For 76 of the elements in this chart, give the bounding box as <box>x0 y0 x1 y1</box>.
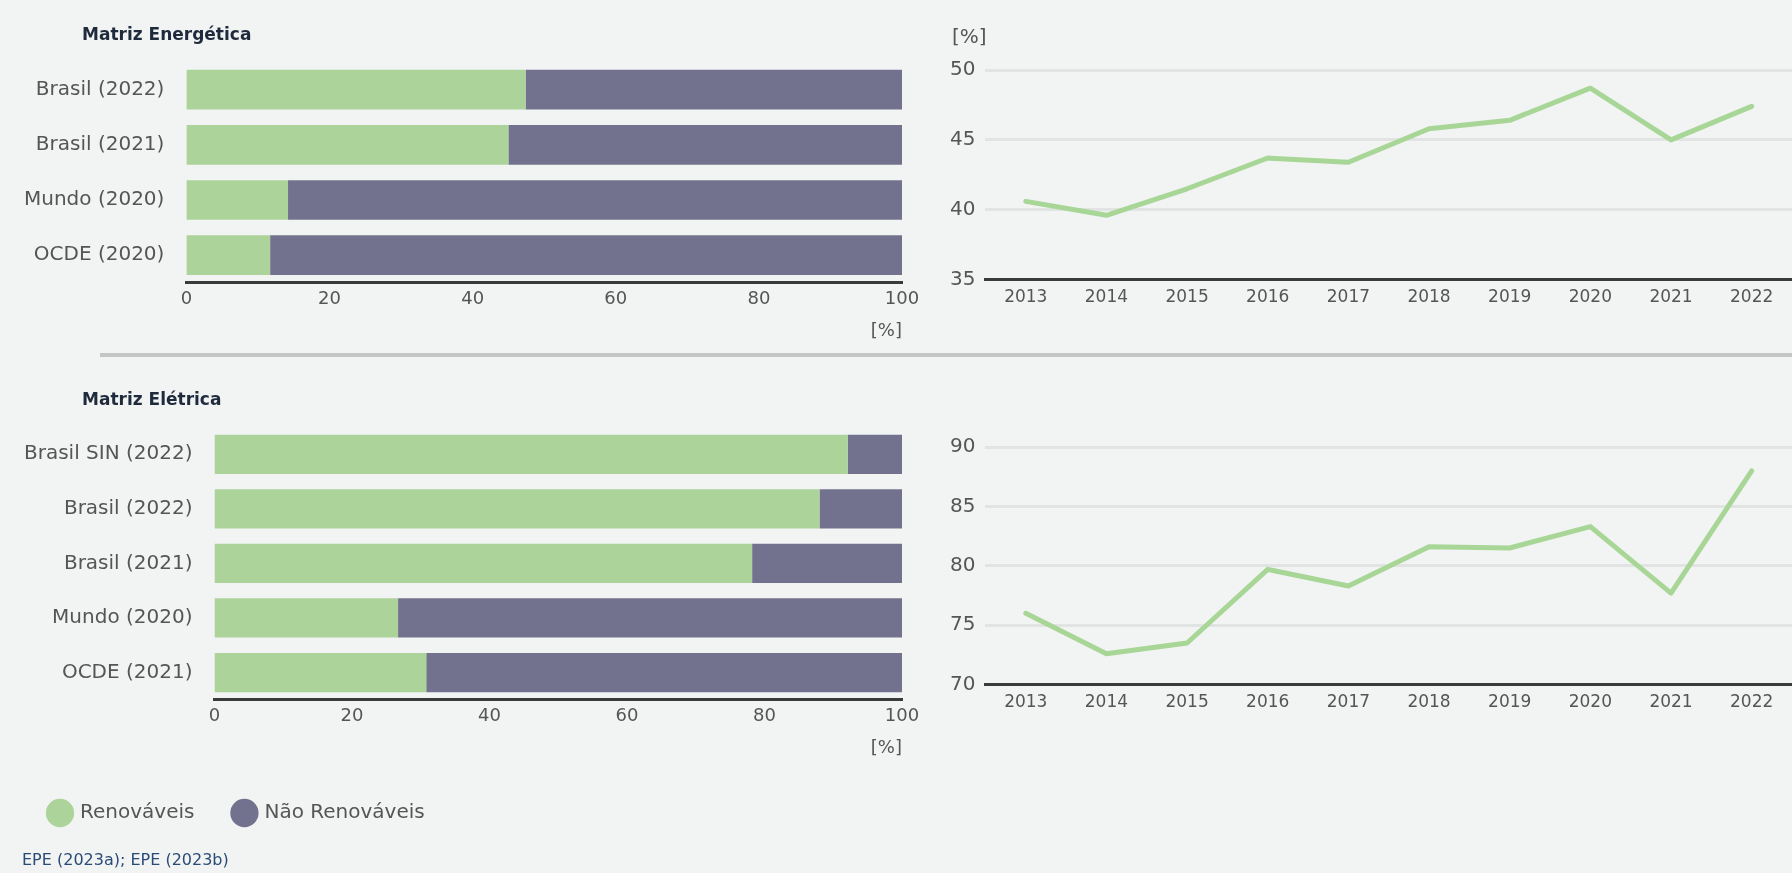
y-tick-label: 80 <box>950 552 976 576</box>
y-tick-label: 70 <box>950 670 976 695</box>
y-tick-label: OCDE (2020) <box>33 241 165 266</box>
x-tick-label: 40 <box>478 704 501 726</box>
x-tick-label: 2018 <box>1407 691 1451 712</box>
bar <box>398 598 902 638</box>
x-tick-label: 2017 <box>1326 286 1371 307</box>
y-tick-label: 50 <box>950 56 976 81</box>
text: EPE (2023a); EPE (2023b) <box>22 850 229 870</box>
chart-title: Matriz Elétrica <box>82 389 222 410</box>
x-tick-label: 2018 <box>1407 286 1451 307</box>
x-tick-label: 2022 <box>1730 691 1774 712</box>
x-tick-label: 2019 <box>1488 286 1532 307</box>
y-tick-label: 45 <box>950 126 976 151</box>
bar <box>214 489 820 529</box>
bar <box>270 235 902 276</box>
x-tick-label: 2019 <box>1488 691 1532 712</box>
y-tick-label: Mundo (2020) <box>23 186 165 211</box>
x-tick-label: 100 <box>884 287 920 309</box>
y-tick-label: 40 <box>950 195 976 220</box>
bar <box>288 180 902 220</box>
x-tick-label: 2021 <box>1649 691 1693 712</box>
y-tick-label: Brasil (2022) <box>63 495 193 520</box>
bar <box>426 652 902 693</box>
x-tick-label: 20 <box>340 704 364 726</box>
y-tick-label: 75 <box>950 611 976 636</box>
x-tick-label: 80 <box>747 287 771 309</box>
y-tick-label: Brasil SIN (2022) <box>23 440 193 465</box>
x-tick-label: 0 <box>208 704 221 726</box>
x-tick-label: 20 <box>318 287 341 309</box>
x-tick-label: 2014 <box>1084 286 1129 307</box>
x-tick-label: 2016 <box>1246 691 1290 712</box>
y-tick-label: Mundo (2020) <box>52 604 193 629</box>
bar <box>508 124 902 165</box>
bar <box>819 489 902 529</box>
x-tick-label: 2017 <box>1326 691 1371 712</box>
x-tick-label: 2013 <box>1004 286 1048 307</box>
bar <box>214 434 848 474</box>
y-axis-title: [%] <box>952 24 987 49</box>
x-tick-label: 2015 <box>1165 691 1209 712</box>
bar <box>214 598 399 638</box>
bar <box>186 124 509 165</box>
chart-title: Matriz Energética <box>82 24 252 45</box>
x-tick-label: 0 <box>180 287 193 309</box>
x-tick-label: 80 <box>753 704 776 726</box>
bar <box>752 543 902 584</box>
legend-label: Renováveis <box>80 799 195 824</box>
legend-label: Não Renováveis <box>264 799 425 824</box>
x-tick-label: 100 <box>884 704 920 726</box>
bar <box>186 235 271 276</box>
x-tick-label: 60 <box>615 704 639 726</box>
y-tick-label: Brasil (2021) <box>63 549 193 574</box>
x-tick-label: 2021 <box>1649 286 1693 307</box>
y-tick-label: 35 <box>950 265 976 290</box>
x-tick-label: 2013 <box>1004 691 1048 712</box>
bar <box>186 180 289 220</box>
bar <box>214 652 427 693</box>
x-tick-label: 2016 <box>1246 286 1290 307</box>
bar <box>525 69 902 110</box>
bar <box>847 434 902 474</box>
bar <box>186 69 526 110</box>
y-tick-label: 90 <box>950 433 976 458</box>
bar <box>214 543 753 584</box>
x-tick-label: 2014 <box>1084 691 1129 712</box>
y-tick-label: 85 <box>950 492 976 517</box>
x-axis-title: [%] <box>870 735 902 757</box>
y-tick-label: Brasil (2022) <box>35 75 165 100</box>
x-tick-label: 60 <box>604 287 628 309</box>
x-tick-label: 2022 <box>1730 286 1774 307</box>
x-axis-title: [%] <box>870 318 902 340</box>
y-tick-label: OCDE (2021) <box>61 658 193 683</box>
x-tick-label: 2015 <box>1165 286 1209 307</box>
x-tick-label: 2020 <box>1568 286 1612 307</box>
x-tick-label: 40 <box>461 287 485 309</box>
y-tick-label: Brasil (2021) <box>35 131 165 155</box>
x-tick-label: 2020 <box>1568 691 1612 712</box>
